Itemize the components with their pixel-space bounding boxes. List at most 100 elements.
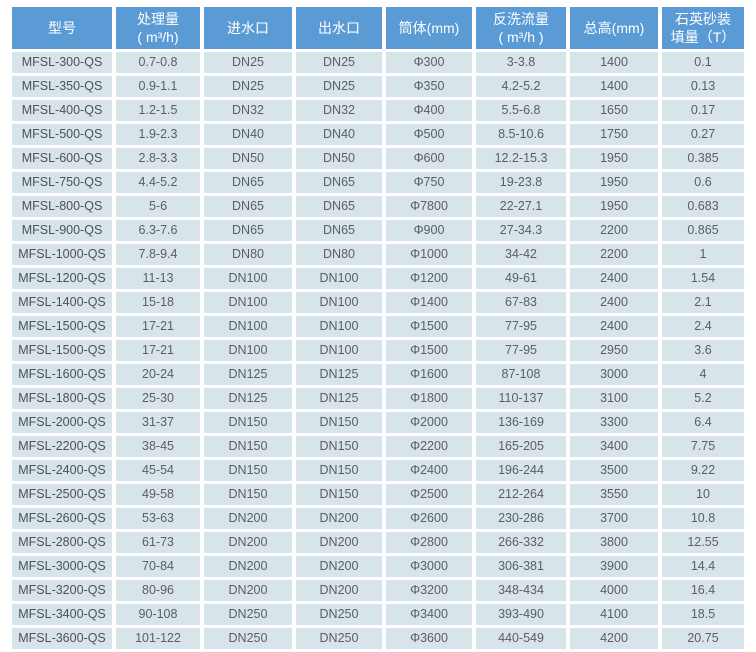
table-row: MFSL-400-QS 1.2-1.5 DN32 DN32 Φ400 5.5-6.8 165…	[12, 100, 744, 121]
cell-model: MFSL-2600-QS	[12, 508, 112, 529]
table-row: MFSL-2500-QS 49-58 DN150 DN150 Φ2500 212-264 3…	[12, 484, 744, 505]
cell-backwash-flow: 3-3.8	[476, 52, 566, 73]
table-header-row: 型号 处理量 ( m³/h) 进水口 出水口 筒体(mm) 反洗流量 ( m³/h ) 总高(m…	[12, 7, 744, 49]
column-header-text: 填量（T）	[670, 29, 736, 45]
cell-model: MFSL-1800-QS	[12, 388, 112, 409]
table-header: 型号 处理量 ( m³/h) 进水口 出水口 筒体(mm) 反洗流量 ( m³/h ) 总高(m…	[12, 7, 744, 49]
cell-quartz-sand: 2.4	[662, 316, 744, 337]
table-row: MFSL-2200-QS 38-45 DN150 DN150 Φ2200 165-205 3…	[12, 436, 744, 457]
cell-outlet: DN200	[296, 532, 382, 553]
cell-body-diameter: Φ2000	[386, 412, 472, 433]
table-row: MFSL-750-QS 4.4-5.2 DN65 DN65 Φ750 19-23.8 195…	[12, 172, 744, 193]
cell-backwash-flow: 77-95	[476, 340, 566, 361]
cell-total-height: 3900	[570, 556, 658, 577]
cell-quartz-sand: 2.1	[662, 292, 744, 313]
cell-outlet: DN125	[296, 388, 382, 409]
cell-total-height: 2400	[570, 316, 658, 337]
column-header-capacity: 处理量 ( m³/h)	[116, 7, 200, 49]
cell-backwash-flow: 22-27.1	[476, 196, 566, 217]
cell-capacity: 1.9-2.3	[116, 124, 200, 145]
cell-body-diameter: Φ1600	[386, 364, 472, 385]
cell-model: MFSL-3400-QS	[12, 604, 112, 625]
cell-outlet: DN250	[296, 604, 382, 625]
cell-body-diameter: Φ1800	[386, 388, 472, 409]
cell-model: MFSL-900-QS	[12, 220, 112, 241]
cell-inlet: DN150	[204, 436, 292, 457]
cell-outlet: DN125	[296, 364, 382, 385]
cell-body-diameter: Φ2200	[386, 436, 472, 457]
cell-model: MFSL-1200-QS	[12, 268, 112, 289]
cell-inlet: DN200	[204, 580, 292, 601]
cell-backwash-flow: 110-137	[476, 388, 566, 409]
column-header-text: ( m³/h)	[137, 29, 179, 45]
cell-outlet: DN80	[296, 244, 382, 265]
cell-model: MFSL-2500-QS	[12, 484, 112, 505]
cell-quartz-sand: 0.1	[662, 52, 744, 73]
cell-total-height: 3000	[570, 364, 658, 385]
cell-inlet: DN125	[204, 388, 292, 409]
cell-inlet: DN100	[204, 268, 292, 289]
cell-backwash-flow: 8.5-10.6	[476, 124, 566, 145]
table-row: MFSL-1600-QS 20-24 DN125 DN125 Φ1600 87-108 30…	[12, 364, 744, 385]
cell-total-height: 4000	[570, 580, 658, 601]
column-header-total-height: 总高(mm)	[570, 7, 658, 49]
cell-capacity: 101-122	[116, 628, 200, 649]
cell-backwash-flow: 67-83	[476, 292, 566, 313]
cell-body-diameter: Φ400	[386, 100, 472, 121]
table-row: MFSL-800-QS 5-6 DN65 DN65 Φ7800 22-27.1 1950 0.…	[12, 196, 744, 217]
cell-capacity: 20-24	[116, 364, 200, 385]
cell-backwash-flow: 306-381	[476, 556, 566, 577]
cell-backwash-flow: 348-434	[476, 580, 566, 601]
column-header-text: 筒体(mm)	[398, 19, 460, 36]
cell-backwash-flow: 165-205	[476, 436, 566, 457]
cell-total-height: 2950	[570, 340, 658, 361]
cell-backwash-flow: 440-549	[476, 628, 566, 649]
cell-quartz-sand: 0.17	[662, 100, 744, 121]
cell-outlet: DN25	[296, 52, 382, 73]
table-row: MFSL-3400-QS 90-108 DN250 DN250 Φ3400 393-490…	[12, 604, 744, 625]
cell-capacity: 1.2-1.5	[116, 100, 200, 121]
cell-model: MFSL-2000-QS	[12, 412, 112, 433]
cell-total-height: 3550	[570, 484, 658, 505]
cell-body-diameter: Φ2800	[386, 532, 472, 553]
cell-backwash-flow: 266-332	[476, 532, 566, 553]
cell-quartz-sand: 16.4	[662, 580, 744, 601]
cell-outlet: DN200	[296, 508, 382, 529]
column-header-text: 出水口	[318, 19, 360, 36]
cell-body-diameter: Φ350	[386, 76, 472, 97]
table-row: MFSL-600-QS 2.8-3.3 DN50 DN50 Φ600 12.2-15.3 1…	[12, 148, 744, 169]
cell-backwash-flow: 77-95	[476, 316, 566, 337]
cell-quartz-sand: 6.4	[662, 412, 744, 433]
cell-backwash-flow: 230-286	[476, 508, 566, 529]
cell-quartz-sand: 4	[662, 364, 744, 385]
cell-body-diameter: Φ2400	[386, 460, 472, 481]
cell-model: MFSL-350-QS	[12, 76, 112, 97]
cell-backwash-flow: 212-264	[476, 484, 566, 505]
cell-capacity: 6.3-7.6	[116, 220, 200, 241]
table-row: MFSL-1200-QS 11-13 DN100 DN100 Φ1200 49-61 240…	[12, 268, 744, 289]
table-row: MFSL-1000-QS 7.8-9.4 DN80 DN80 Φ1000 34-42 220…	[12, 244, 744, 265]
cell-body-diameter: Φ750	[386, 172, 472, 193]
cell-total-height: 1950	[570, 148, 658, 169]
table-row: MFSL-350-QS 0.9-1.1 DN25 DN25 Φ350 4.2-5.2 140…	[12, 76, 744, 97]
table-body: MFSL-300-QS 0.7-0.8 DN25 DN25 Φ300 3-3.8 1400 0…	[12, 52, 744, 649]
cell-outlet: DN25	[296, 76, 382, 97]
cell-inlet: DN200	[204, 532, 292, 553]
cell-model: MFSL-750-QS	[12, 172, 112, 193]
cell-quartz-sand: 0.683	[662, 196, 744, 217]
cell-backwash-flow: 19-23.8	[476, 172, 566, 193]
cell-total-height: 4100	[570, 604, 658, 625]
cell-body-diameter: Φ7800	[386, 196, 472, 217]
cell-model: MFSL-600-QS	[12, 148, 112, 169]
column-header-model: 型号	[12, 7, 112, 49]
table-row: MFSL-900-QS 6.3-7.6 DN65 DN65 Φ900 27-34.3 220…	[12, 220, 744, 241]
cell-capacity: 70-84	[116, 556, 200, 577]
cell-capacity: 17-21	[116, 316, 200, 337]
cell-quartz-sand: 0.13	[662, 76, 744, 97]
table-row: MFSL-300-QS 0.7-0.8 DN25 DN25 Φ300 3-3.8 1400 0…	[12, 52, 744, 73]
table-row: MFSL-2000-QS 31-37 DN150 DN150 Φ2000 136-169 3…	[12, 412, 744, 433]
cell-backwash-flow: 5.5-6.8	[476, 100, 566, 121]
cell-outlet: DN150	[296, 412, 382, 433]
cell-total-height: 3100	[570, 388, 658, 409]
cell-inlet: DN100	[204, 316, 292, 337]
